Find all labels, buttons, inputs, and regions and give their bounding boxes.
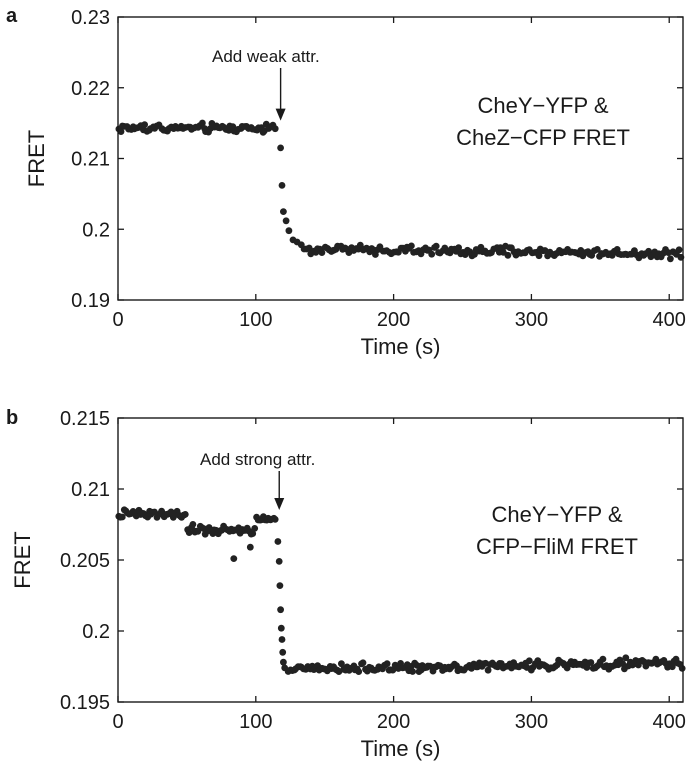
y-tick-label: 0.21: [71, 479, 110, 501]
data-point: [275, 558, 283, 565]
x-tick-label: 100: [239, 309, 272, 331]
data-point: [249, 530, 257, 537]
data-point: [185, 529, 193, 536]
data-point: [199, 119, 206, 127]
data-points: [115, 506, 686, 675]
data-point: [428, 250, 436, 258]
data-point: [277, 606, 284, 614]
annotation-arrowhead: [275, 108, 286, 121]
data-point: [276, 582, 284, 589]
data-point: [279, 648, 287, 656]
data-point: [280, 658, 287, 666]
y-axis-label: FRET: [10, 531, 35, 588]
data-point: [230, 555, 238, 562]
annotation-arrowhead: [274, 497, 285, 510]
data-point: [305, 244, 313, 252]
data-point: [297, 241, 305, 249]
y-tick-label: 0.2: [82, 621, 110, 643]
data-point: [251, 525, 259, 532]
data-point: [359, 659, 367, 667]
y-tick-label: 0.23: [71, 7, 110, 29]
data-point: [189, 521, 197, 528]
x-tick-label: 100: [239, 711, 272, 733]
data-point: [141, 121, 149, 129]
y-tick-label: 0.22: [71, 78, 110, 100]
data-point: [282, 217, 290, 225]
chart-panel-a: a 0 100 200 300 400 0.19 0.2 0.21 0.22 0.23 Time (s…: [6, 5, 686, 359]
x-axis-label: Time (s): [361, 736, 441, 761]
data-point: [484, 666, 492, 674]
annotation-label: Add strong attr.: [200, 450, 315, 469]
data-point: [280, 208, 287, 216]
data-point: [678, 665, 686, 672]
data-point: [281, 664, 289, 672]
y-tick-label: 0.21: [71, 149, 110, 171]
y-tick-label: 0.215: [60, 408, 110, 430]
data-point: [599, 655, 607, 663]
data-point: [622, 654, 630, 662]
data-point: [285, 227, 293, 235]
data-point: [117, 128, 125, 136]
panel-letter: b: [6, 407, 18, 429]
x-tick-label: 300: [515, 309, 548, 331]
data-point: [271, 125, 279, 133]
data-point: [338, 660, 345, 668]
x-tick-label: 200: [377, 711, 410, 733]
data-point: [278, 182, 286, 189]
data-point: [535, 252, 543, 260]
data-point: [619, 660, 626, 667]
x-tick-label: 0: [112, 309, 123, 331]
data-point: [355, 668, 363, 675]
x-axis-label: Time (s): [361, 334, 441, 359]
data-point: [318, 249, 326, 256]
data-point: [455, 244, 462, 252]
chart-panel-b: b 0 100 200 300 400 0.195 0.2 0.205 0.21 0.215 Time…: [6, 407, 686, 761]
data-point: [278, 636, 286, 643]
data-point: [271, 516, 279, 523]
data-point: [593, 246, 601, 253]
data-point: [525, 657, 533, 665]
data-point: [118, 513, 126, 521]
data-point: [383, 660, 391, 668]
y-axis-label: FRET: [24, 130, 49, 187]
x-tick-label: 300: [515, 711, 548, 733]
x-tick-label: 200: [377, 309, 410, 331]
inset-label-line: CFP−FliM FRET: [476, 534, 638, 559]
inset-label-line: CheY−YFP &: [477, 93, 608, 118]
data-point: [277, 624, 285, 632]
data-point: [668, 663, 676, 671]
x-tick-label: 400: [653, 309, 686, 331]
data-points: [115, 119, 685, 263]
y-tick-label: 0.19: [71, 290, 110, 312]
panel-letter: a: [6, 5, 18, 27]
data-point: [587, 659, 595, 666]
inset-label-line: CheZ−CFP FRET: [456, 125, 630, 150]
data-point: [246, 543, 254, 551]
y-tick-label: 0.195: [60, 692, 110, 714]
data-point: [408, 242, 415, 250]
data-point: [409, 668, 416, 675]
data-point: [274, 538, 282, 545]
data-point: [181, 511, 189, 518]
data-point: [413, 662, 421, 669]
annotation-label: Add weak attr.: [212, 47, 320, 66]
x-tick-label: 400: [653, 711, 686, 733]
data-point: [675, 246, 683, 254]
data-point: [504, 251, 512, 259]
data-point: [667, 255, 674, 263]
inset-label-line: CheY−YFP &: [491, 502, 622, 527]
x-tick-label: 0: [112, 711, 123, 733]
data-point: [432, 242, 440, 250]
y-tick-label: 0.2: [82, 219, 110, 241]
y-tick-label: 0.205: [60, 550, 110, 572]
data-point: [277, 144, 284, 152]
